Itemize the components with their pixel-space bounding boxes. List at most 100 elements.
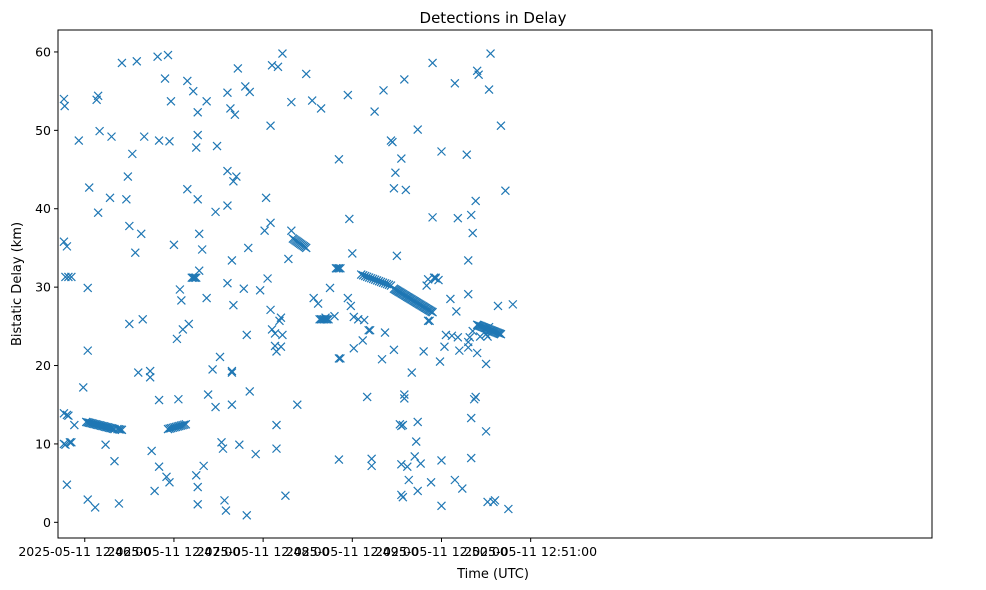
- data-point: [428, 307, 437, 317]
- xtick-label: 2025-05-11 12:48:00: [197, 544, 330, 559]
- data-point: [437, 147, 446, 156]
- data-point: [63, 272, 73, 282]
- x-axis-label: Time (UTC): [456, 567, 529, 582]
- data-point: [273, 62, 283, 72]
- data-point: [184, 319, 194, 329]
- data-point: [319, 314, 329, 324]
- data-point: [358, 336, 368, 345]
- data-point: [450, 78, 460, 88]
- data-point: [234, 440, 244, 450]
- data-point: [380, 328, 390, 338]
- data-point: [454, 346, 464, 356]
- data-point: [440, 342, 449, 352]
- data-point: [202, 96, 212, 106]
- data-points: [59, 49, 518, 520]
- data-point: [280, 491, 290, 501]
- data-point: [343, 293, 353, 303]
- data-point: [451, 307, 461, 316]
- data-point: [116, 425, 125, 434]
- data-point: [496, 329, 506, 339]
- data-point: [389, 345, 399, 355]
- data-point: [163, 50, 173, 60]
- data-point: [410, 452, 420, 461]
- plot-frame: [57, 29, 933, 539]
- data-point: [197, 245, 207, 254]
- data-point: [95, 126, 105, 136]
- data-point: [484, 85, 494, 95]
- data-point: [493, 301, 503, 311]
- data-point: [123, 172, 133, 182]
- ytick-label: 40: [35, 201, 51, 216]
- data-point: [321, 314, 330, 324]
- data-point: [61, 440, 70, 450]
- data-point: [396, 154, 406, 163]
- data-point: [292, 400, 302, 410]
- data-point: [475, 332, 485, 341]
- data-point: [92, 95, 102, 105]
- data-point: [425, 316, 435, 326]
- data-point: [228, 300, 238, 310]
- data-point: [428, 58, 437, 68]
- data-point: [404, 475, 414, 485]
- data-point: [469, 394, 479, 404]
- data-point: [453, 213, 463, 223]
- data-point: [242, 510, 252, 520]
- data-point: [110, 456, 119, 466]
- data-point: [243, 243, 253, 253]
- data-point: [255, 285, 265, 295]
- data-point: [267, 325, 277, 334]
- data-point: [66, 437, 76, 447]
- data-point: [466, 453, 476, 463]
- data-point: [316, 103, 326, 113]
- data-point: [307, 96, 317, 105]
- data-point: [153, 52, 163, 62]
- data-point: [66, 272, 76, 282]
- data-point: [508, 299, 518, 309]
- data-point: [325, 283, 335, 293]
- data-point: [344, 214, 354, 224]
- data-point: [399, 394, 409, 403]
- data-point: [172, 334, 182, 344]
- data-point: [117, 425, 127, 435]
- data-point: [154, 462, 164, 472]
- data-point: [181, 419, 191, 429]
- data-point: [278, 330, 287, 340]
- data-point: [215, 352, 225, 362]
- data-point: [211, 402, 220, 412]
- chart-title: Detections in Delay: [420, 9, 567, 27]
- data-point: [313, 299, 323, 309]
- data-point: [367, 461, 377, 471]
- data-point: [59, 237, 69, 247]
- ytick-label: 50: [35, 123, 51, 138]
- data-point: [83, 346, 93, 356]
- data-point: [231, 172, 241, 182]
- data-point: [474, 70, 484, 80]
- data-point: [413, 486, 423, 496]
- data-point: [127, 149, 137, 159]
- data-point: [188, 273, 198, 283]
- data-point: [462, 150, 472, 160]
- data-point: [496, 121, 506, 131]
- data-point: [463, 343, 473, 352]
- data-point: [90, 503, 100, 512]
- data-point: [173, 394, 183, 404]
- data-point: [69, 420, 79, 430]
- data-point: [178, 420, 188, 430]
- data-point: [187, 273, 197, 283]
- data-point: [147, 446, 157, 456]
- data-point: [335, 354, 345, 363]
- data-point: [160, 74, 170, 84]
- data-point: [416, 459, 426, 468]
- data-point: [331, 263, 341, 273]
- data-point: [225, 103, 235, 113]
- data-point: [62, 480, 72, 490]
- data-point: [428, 212, 437, 222]
- data-point: [117, 58, 127, 68]
- data-point: [401, 185, 411, 195]
- data-point: [437, 455, 446, 465]
- data-point: [266, 218, 275, 228]
- data-point: [124, 319, 134, 329]
- data-point: [263, 274, 273, 283]
- data-point: [223, 278, 232, 288]
